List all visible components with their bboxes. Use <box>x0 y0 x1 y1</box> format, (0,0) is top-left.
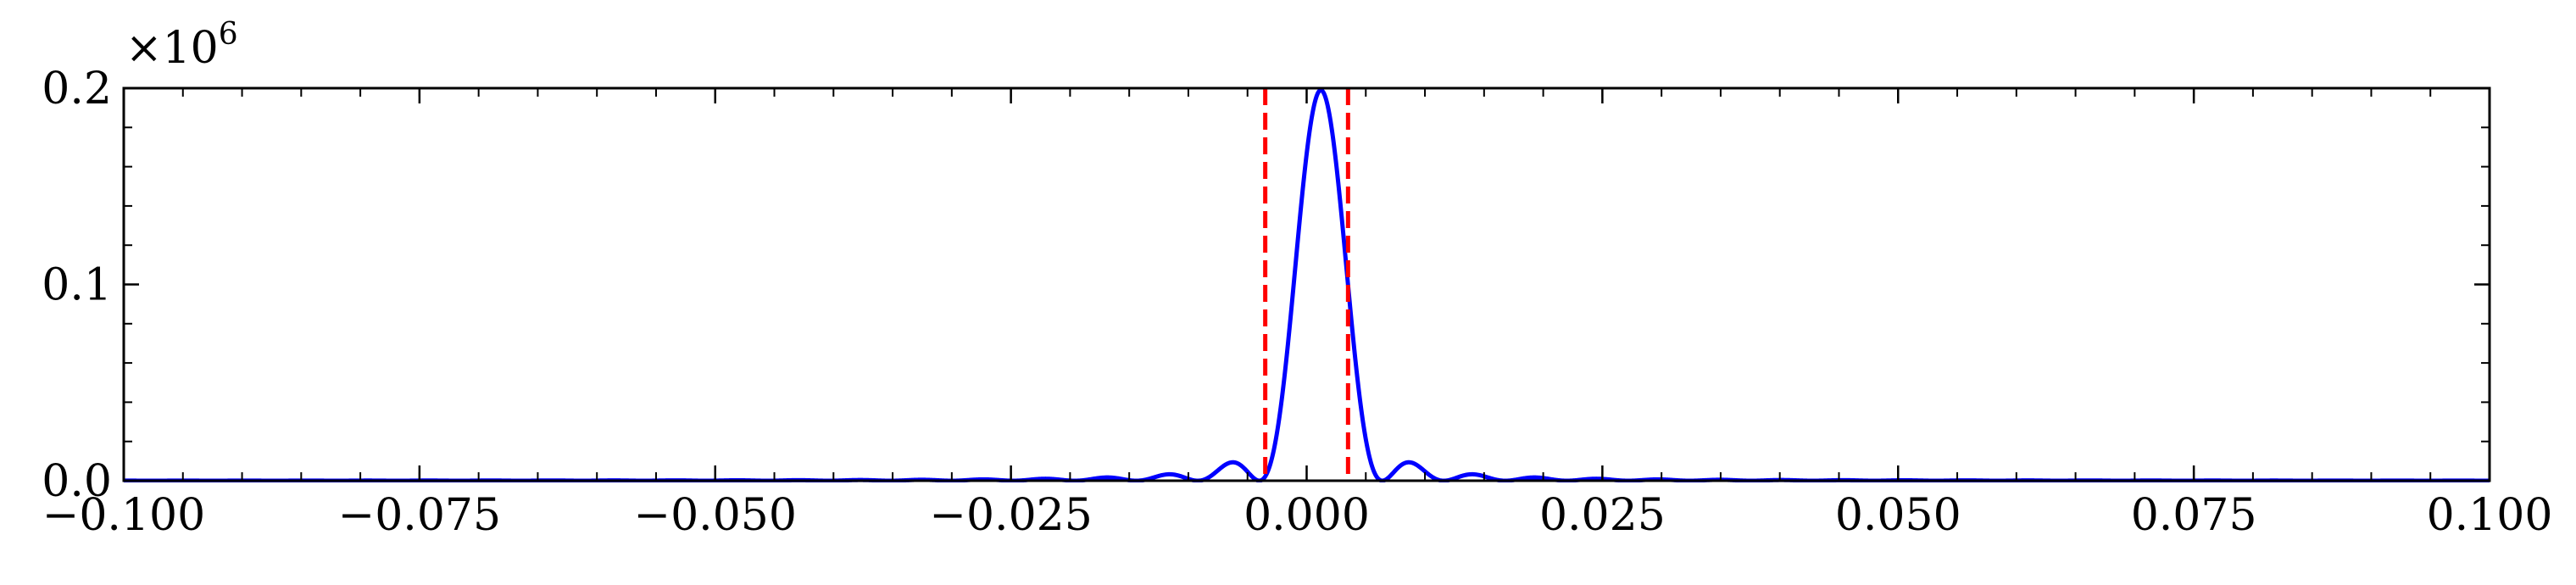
y-multiplier-exponent: 6 <box>219 17 238 52</box>
svg-text:×106: ×106 <box>125 17 238 74</box>
x-tick-label: 0.050 <box>1835 490 1961 541</box>
x-tick-label: −0.100 <box>42 490 205 541</box>
x-tick-label: 0.075 <box>2131 490 2257 541</box>
axes: −0.100 −0.075 −0.050 −0.025 0.000 0.025 0.050 0… <box>42 64 2552 541</box>
x-tick-label: −0.050 <box>634 490 797 541</box>
series-line-0 <box>124 87 2490 482</box>
x-tick-label: 0.025 <box>1539 490 1666 541</box>
plot-area <box>124 87 2490 482</box>
y-multiplier-base: ×10 <box>125 23 219 74</box>
y-tick-label: 0.1 <box>42 260 112 311</box>
y-tick-label: 0.2 <box>42 64 112 114</box>
y-tick-label: 0.0 <box>42 456 112 507</box>
x-tick-label: −0.025 <box>929 490 1092 541</box>
x-tick-label: 0.100 <box>2427 490 2553 541</box>
x-tick-label: −0.075 <box>338 490 501 541</box>
y-multiplier-label: ×106 <box>125 17 238 74</box>
x-tick-label: 0.000 <box>1243 490 1370 541</box>
